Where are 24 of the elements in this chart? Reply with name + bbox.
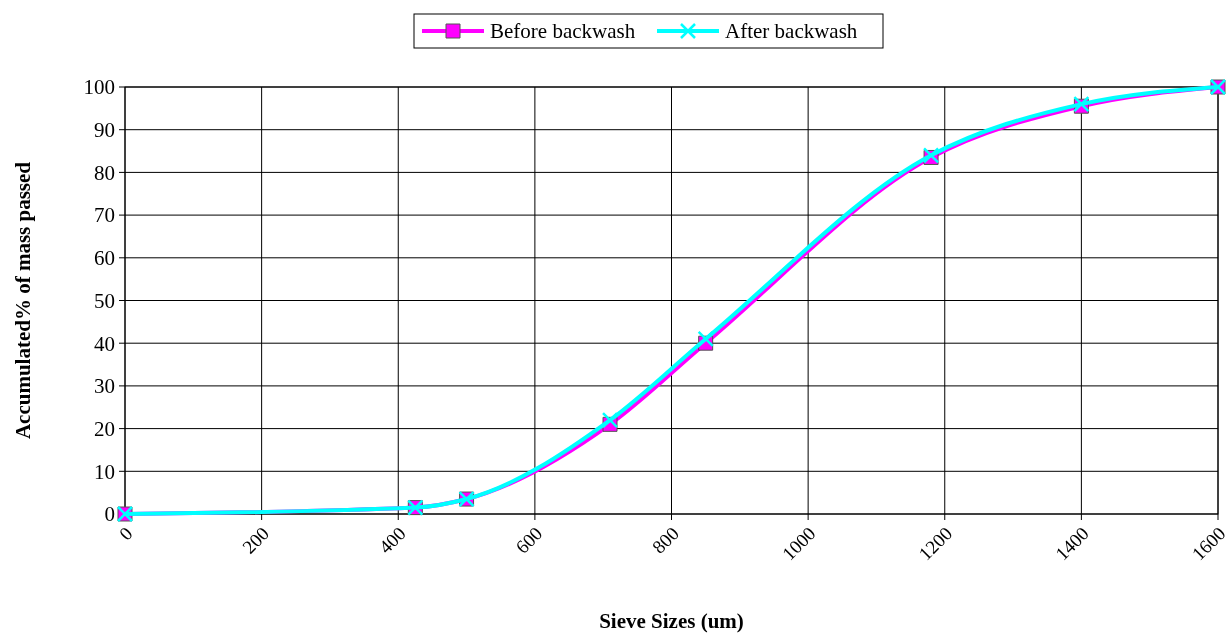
y-tick-label: 60: [94, 246, 115, 271]
y-tick-label: 0: [104, 502, 115, 527]
x-tick-label: 1000: [777, 522, 820, 565]
x-tick-label: 800: [648, 522, 684, 558]
x-tick-label: 1400: [1051, 522, 1093, 565]
y-tick-label: 50: [94, 288, 115, 313]
x-tick-label: 400: [374, 522, 410, 558]
y-tick-label: 70: [94, 203, 115, 228]
y-tick-label: 20: [94, 416, 115, 441]
y-tick-label: 10: [94, 459, 115, 484]
y-axis-title: Accumulated% of mass passed: [11, 161, 35, 440]
y-tick-label: 40: [94, 331, 115, 356]
y-tick-label: 90: [94, 118, 115, 143]
y-tick-label: 80: [94, 160, 115, 185]
x-tick-label: 0: [114, 522, 137, 545]
y-tick-label: 100: [83, 75, 115, 100]
x-tick-label: 600: [511, 522, 547, 558]
legend-label: Before backwash: [490, 19, 636, 44]
x-tick-label: 1200: [914, 522, 957, 565]
x-tick-label: 1600: [1187, 522, 1227, 565]
x-tick-label: 200: [238, 522, 274, 558]
legend-label: After backwash: [725, 19, 858, 44]
x-axis-title: Sieve Sizes (um): [599, 609, 744, 633]
y-tick-label: 30: [94, 374, 115, 399]
